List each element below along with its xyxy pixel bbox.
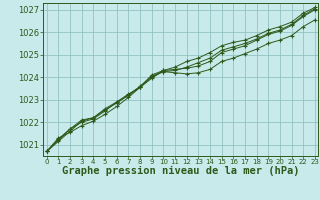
- X-axis label: Graphe pression niveau de la mer (hPa): Graphe pression niveau de la mer (hPa): [62, 166, 300, 176]
